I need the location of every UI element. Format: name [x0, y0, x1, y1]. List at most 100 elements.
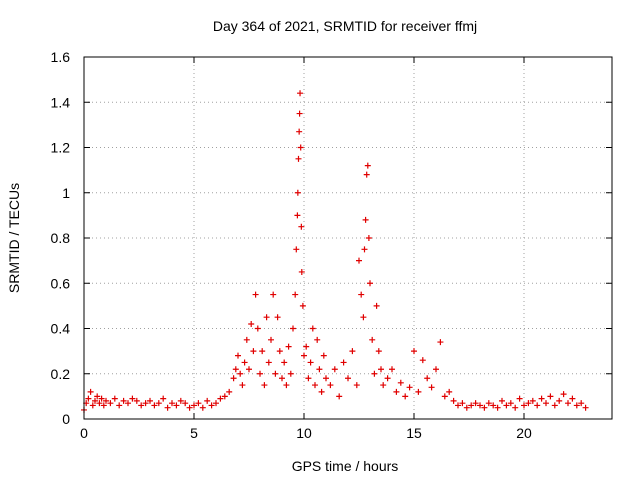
data-point: [293, 246, 300, 253]
data-point: [411, 348, 417, 355]
data-point: [169, 400, 175, 407]
data-point: [299, 302, 306, 309]
data-point: [151, 402, 158, 409]
data-point: [323, 375, 329, 382]
data-point: [305, 375, 312, 382]
x-tick-label: 20: [516, 425, 532, 441]
data-point: [296, 128, 303, 135]
data-point: [272, 370, 279, 377]
data-point: [96, 400, 103, 407]
data-point: [316, 366, 323, 373]
data-point: [375, 348, 382, 355]
data-point: [424, 375, 431, 382]
data-point: [254, 325, 261, 332]
data-point: [369, 336, 376, 343]
data-point: [230, 375, 237, 382]
data-point: [485, 400, 492, 407]
data-point: [147, 397, 153, 404]
data-point: [406, 384, 413, 391]
data-point: [384, 375, 391, 382]
data-point: [507, 400, 514, 407]
data-point: [290, 325, 296, 332]
data-point: [393, 388, 400, 395]
data-point: [560, 391, 567, 398]
data-point: [371, 370, 378, 377]
data-point: [490, 402, 497, 409]
data-point: [129, 395, 136, 402]
data-point: [433, 366, 439, 373]
data-point: [296, 110, 303, 117]
data-point: [309, 325, 316, 332]
data-point: [100, 402, 107, 409]
data-point: [232, 366, 239, 373]
data-point: [516, 395, 523, 402]
data-point: [446, 388, 453, 395]
data-point: [450, 397, 457, 404]
y-tick-label: 1.2: [51, 140, 71, 156]
data-point: [87, 388, 94, 395]
data-point: [468, 402, 475, 409]
data-point: [521, 402, 527, 409]
data-point: [349, 348, 356, 355]
data-point: [320, 352, 327, 359]
data-point: [494, 404, 501, 411]
data-point: [578, 400, 585, 407]
data-point: [155, 400, 162, 407]
y-tick-label: 0.8: [51, 230, 71, 246]
data-point: [89, 402, 96, 409]
data-point: [327, 382, 334, 389]
data-point: [303, 343, 310, 350]
data-point: [556, 397, 563, 404]
data-point: [265, 359, 272, 366]
data-point: [345, 375, 351, 382]
data-point: [362, 216, 369, 223]
data-point: [551, 402, 558, 409]
data-point: [534, 402, 541, 409]
data-point: [363, 171, 370, 178]
data-point: [279, 375, 285, 382]
data-point: [569, 395, 576, 402]
data-point: [257, 370, 263, 377]
data-points: [81, 90, 589, 413]
data-point: [270, 291, 277, 298]
x-tick-label: 0: [80, 425, 88, 441]
data-point: [186, 404, 193, 411]
data-point: [573, 402, 580, 409]
data-point: [477, 402, 483, 409]
data-point: [120, 397, 127, 404]
grid-lines: [83, 56, 612, 420]
y-tick-label: 1.6: [51, 49, 71, 65]
data-point: [295, 155, 302, 162]
data-point: [182, 400, 189, 407]
data-point: [503, 402, 510, 409]
data-point: [301, 352, 307, 359]
data-point: [428, 384, 435, 391]
data-point: [103, 397, 109, 404]
data-point: [419, 357, 426, 364]
data-point: [397, 379, 404, 386]
data-point: [111, 395, 118, 402]
data-point: [164, 404, 171, 411]
data-point: [217, 395, 224, 402]
data-point: [285, 343, 292, 350]
data-point: [481, 404, 488, 411]
data-point: [246, 366, 252, 373]
data-point: [276, 348, 283, 355]
x-tick-label: 15: [406, 425, 422, 441]
data-point: [297, 144, 304, 151]
data-point: [298, 268, 305, 275]
chart-title: Day 364 of 2021, SRMTID for receiver ffm…: [213, 18, 477, 34]
data-point: [361, 246, 368, 253]
y-tick-label: 0: [62, 411, 70, 427]
data-point: [365, 235, 372, 241]
y-tick-label: 0.6: [51, 275, 71, 291]
data-point: [252, 291, 259, 298]
data-point: [356, 257, 362, 264]
data-point: [261, 382, 268, 389]
data-point: [389, 366, 395, 373]
data-point: [353, 382, 360, 389]
data-point: [402, 393, 409, 400]
data-point: [241, 359, 248, 366]
